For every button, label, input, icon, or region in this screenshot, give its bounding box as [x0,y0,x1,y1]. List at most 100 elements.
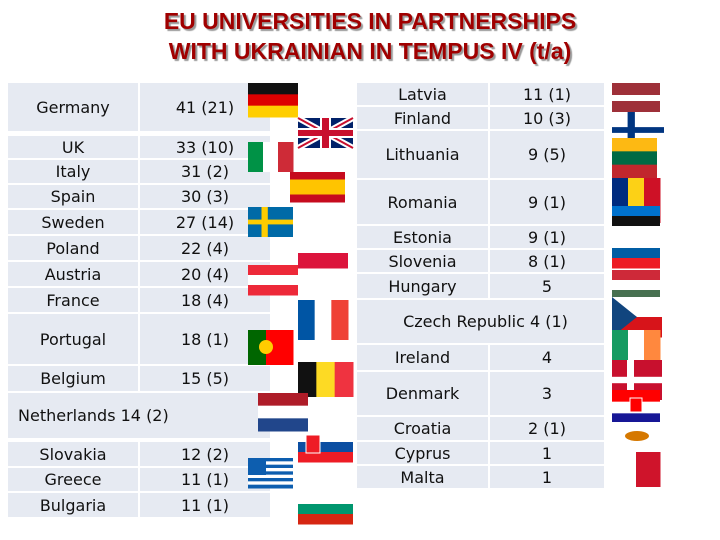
flag-part [248,219,293,225]
flag-part [290,172,345,180]
flag-part [612,376,662,384]
count-cell: 22 (4) [140,236,270,260]
flag-part [290,187,345,195]
title-line: WITH UKRAINIAN IN TEMPUS IV (t/a) [168,38,572,64]
flag-part [636,452,661,487]
count-cell: 9 (1) [490,226,604,248]
country-cell: Slovenia [357,250,488,272]
flag-part [316,362,336,397]
flag-part [248,275,298,286]
flag-part [298,432,353,443]
flag-part [248,265,298,276]
country-cell: Lithuania [357,131,488,178]
country-cell: Ireland [357,345,488,370]
count-cell: 2 (1) [490,417,604,440]
flag-part [628,330,645,366]
flag-part [612,107,660,114]
flag-part [612,452,637,487]
flag-part [298,238,348,254]
count-cell: 15 (5) [140,366,270,391]
flag-part [612,330,629,366]
flag-part [258,405,308,419]
flag-part [248,468,293,472]
flag-part [258,418,308,432]
flag-part [248,458,266,475]
flag-part [612,138,657,152]
flag-part [334,362,354,397]
count-cell: 5 [490,274,604,298]
count-cell: 1 [490,442,604,464]
flag-part [612,270,660,281]
country-cell: Latvia [357,83,488,105]
flag-part [612,390,660,403]
country-cell: Germany [8,83,138,131]
flag-part [290,194,345,203]
flag-part [263,142,279,172]
country-cell: Sweden [8,210,138,234]
flag-part [248,461,293,466]
flag-part [298,452,353,463]
count-cell: 31 (2) [140,160,270,183]
count-cell: 11 (1) [140,468,270,491]
count-cell: 10 (3) [490,107,604,129]
count-cell: 8 (1) [490,250,604,272]
country-cell: Finland [357,107,488,129]
country-cell: UK [8,136,138,158]
flag-part [298,442,353,453]
flag-part [258,393,308,407]
country-cell: Austria [8,262,138,286]
flag-part [248,105,298,118]
flag-part [612,101,660,108]
country-cell: Bulgaria [8,493,138,517]
flag-part [248,458,293,462]
flag-part [298,494,353,505]
count-cell: 33 (10) [140,136,270,158]
count-cell: 11 (1) [140,493,270,517]
flag-part [612,89,660,96]
flag-part [248,142,264,172]
country-cell: Croatia [357,417,488,440]
merged-cell: Netherlands 14 (2) [8,393,270,438]
flag-part [248,83,298,95]
count-cell: 9 (5) [490,131,604,178]
flag-part [298,362,317,397]
flag-part [612,248,660,259]
flag-part [612,151,657,166]
flag-part [298,504,353,515]
flag-part [612,127,664,133]
flag-part [248,330,258,365]
flag-part [314,300,332,340]
country-cell: Italy [8,160,138,183]
flag-part [644,330,661,366]
count-cell: 9 (1) [490,180,604,224]
flag-part [290,179,345,188]
country-cell: Belgium [8,366,138,391]
count-cell: 1 [490,466,604,488]
flag-part [298,300,316,340]
flag-part [612,164,657,179]
flag-part [248,471,293,476]
flag-part [629,397,643,413]
country-cell: Cyprus [357,442,488,464]
count-cell: 11 (1) [490,83,604,105]
flag-part [612,290,660,301]
country-cell: Estonia [357,226,488,248]
flag-part [248,474,293,479]
country-cell: Portugal [8,314,138,364]
flag-part [248,285,298,296]
count-cell: 3 [490,372,604,415]
country-cell: Poland [8,236,138,260]
flag-part [612,95,660,102]
flag-part [612,280,660,291]
flag-part [259,340,273,354]
flag-part [612,238,660,249]
merged-cell: Czech Republic 4 (1) [357,300,604,343]
flag-part [612,83,660,90]
flag-part [612,226,660,237]
flag-part [305,434,321,454]
country-cell: Malta [357,466,488,488]
country-cell: Hungary [357,274,488,298]
count-cell: 4 [490,345,604,370]
